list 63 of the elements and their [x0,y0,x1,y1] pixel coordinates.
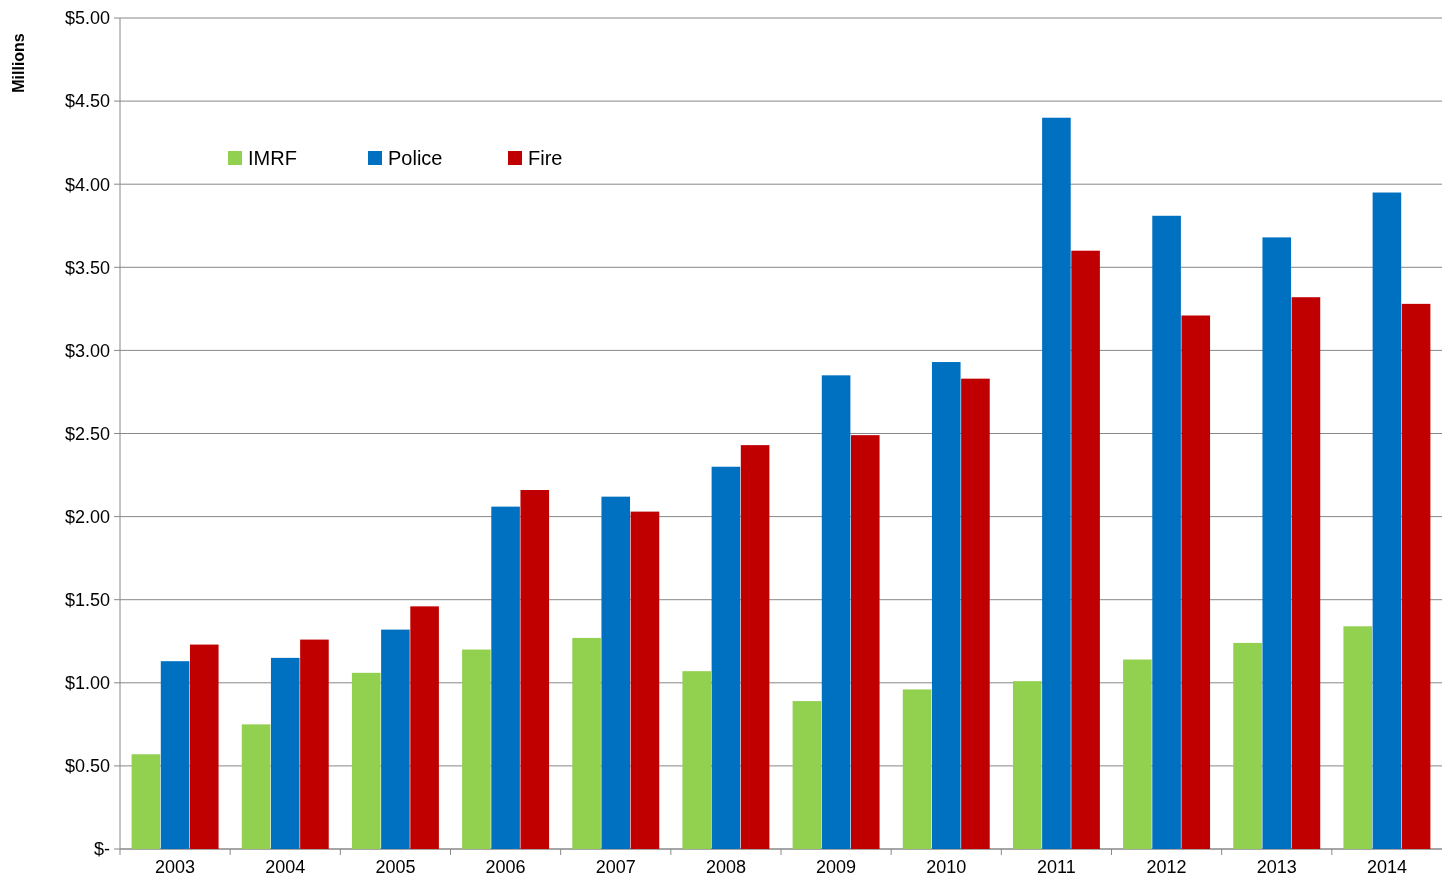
x-tick-label: 2014 [1366,857,1407,877]
x-tick-label: 2004 [265,857,306,877]
x-tick-label: 2012 [1146,857,1187,877]
bar [601,496,631,849]
bar [520,490,550,849]
x-tick-label: 2008 [705,857,746,877]
y-tick-label: $4.00 [64,174,110,195]
bar [410,606,439,849]
bar [270,657,300,849]
bar [491,506,520,849]
y-tick-label: $3.50 [64,257,110,278]
y-tick-label: $2.00 [64,506,110,527]
legend-label: IMRF [248,147,297,169]
bar [351,672,381,849]
x-tick-label: 2009 [816,857,857,877]
bar [711,466,741,849]
bar [160,661,190,849]
bar [462,649,491,849]
bar [1123,659,1152,849]
x-tick-label: 2006 [485,857,526,877]
x-tick-label: 2005 [375,857,416,877]
bar [1181,315,1211,849]
bar [1343,626,1373,849]
bar [1012,681,1042,849]
bar [792,701,822,849]
y-tick-label: $1.00 [64,673,110,694]
y-tick-label: $5.00 [64,8,110,29]
legend-label: Fire [528,147,563,169]
bar [189,644,219,849]
bar [1152,215,1181,849]
x-tick-label: 2011 [1037,857,1076,877]
bar [381,629,410,849]
bar [300,639,329,849]
x-tick-label: 2007 [595,857,636,877]
bar [850,435,880,849]
y-axis-title: Millions [10,33,27,93]
bar [821,375,851,849]
bar [1042,117,1071,849]
bar [630,511,660,849]
bar [1262,237,1292,849]
y-tick-label: $- [93,839,110,860]
bar [961,378,990,849]
bar [1291,297,1321,849]
legend-label: Police [388,147,443,169]
y-tick-label: $0.50 [64,756,110,777]
bar [572,637,601,849]
bar [682,671,712,849]
y-tick-label: $3.00 [64,340,110,361]
y-tick-label: $1.50 [64,590,110,610]
y-tick-label: $4.50 [64,91,110,112]
x-tick-label: 2010 [926,857,967,877]
x-tick-label: 2013 [1256,857,1297,877]
y-tick-label: $2.50 [64,423,110,444]
bar [931,362,961,849]
bar [902,689,932,849]
bar [131,754,161,849]
bar [1233,642,1262,849]
bar [1372,192,1402,849]
bar [1071,250,1100,849]
bar [740,445,770,849]
x-tick-label: 2003 [155,857,196,877]
bar [241,724,271,849]
bar [1401,303,1431,849]
